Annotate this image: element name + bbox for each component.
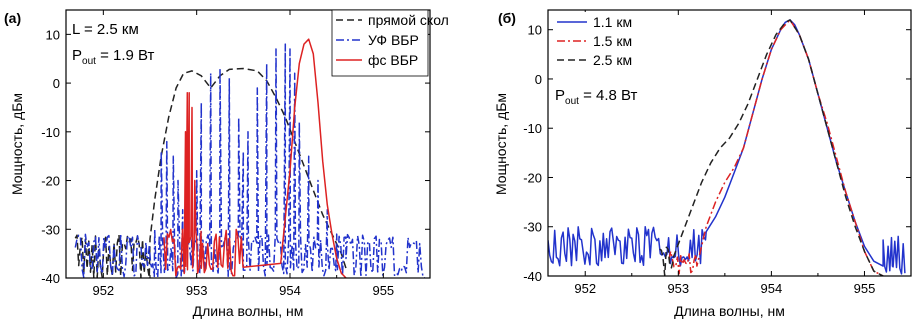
x-tick-label: 953 (186, 283, 208, 298)
panel-label: (a) (4, 10, 21, 26)
series-line-1 (74, 67, 347, 278)
plot-frame (547, 9, 912, 277)
y-tick-label: -30 (41, 222, 60, 237)
x-tick-label: 955 (372, 283, 394, 298)
x-tick-label: 952 (574, 281, 596, 296)
annotation: L = 2.5 км (72, 21, 139, 38)
y-tick-label: 0 (535, 72, 542, 87)
series-line-2 (668, 19, 884, 276)
legend-label: фс ВБР (368, 52, 418, 68)
chart-panel-b: 952 953 954 955 -40 -30 -20 -10 0 10 Длина волны, … (493, 9, 912, 319)
annotation-main: P (72, 47, 82, 64)
x-tick-label: 955 (854, 281, 876, 296)
y-tick-label: -10 (523, 121, 542, 136)
y-tick-label: -10 (41, 125, 60, 140)
x-axis-title: Длина волны, нм (674, 303, 785, 319)
series-line-3 (163, 38, 347, 278)
annotation: Pout = 4.8 Вт (555, 87, 638, 107)
annotation-subscript: out (565, 96, 579, 107)
legend-label: 1.5 км (593, 33, 632, 49)
annotation-subscript: out (82, 56, 96, 67)
y-tick-label: 10 (528, 23, 542, 38)
series-line-2 (74, 43, 426, 278)
y-tick-label: -20 (523, 170, 542, 185)
annotation-main: P (555, 87, 565, 104)
y-tick-label: 10 (46, 27, 60, 42)
x-tick-label: 954 (761, 281, 783, 296)
y-tick-label: 0 (53, 76, 60, 91)
y-tick-label: -40 (523, 269, 542, 284)
y-tick-label: -20 (41, 174, 60, 189)
annotation-main: L = 2.5 км (72, 21, 139, 38)
legend-label: 2.5 км (593, 52, 632, 68)
annotation-rest: = 1.9 Вт (96, 47, 155, 64)
panel-label: (б) (498, 10, 516, 26)
legend-label: 1.1 км (593, 14, 632, 30)
legend-label: УФ ВБР (368, 32, 419, 48)
plot-area (548, 19, 906, 276)
x-tick-label: 952 (92, 283, 114, 298)
annotation: Pout = 1.9 Вт (72, 47, 155, 67)
legend: прямой скол УФ ВБР фс ВБР (331, 9, 449, 77)
plot-area (74, 38, 426, 278)
y-tick-label: -30 (523, 220, 542, 235)
y-tick-label: -40 (41, 271, 60, 286)
x-tick-label: 954 (279, 283, 301, 298)
annotation-rest: = 4.8 Вт (579, 87, 638, 104)
chart-panel-a: 952 953 954 955 -40 -30 -20 -10 0 10 Длина волны, … (4, 9, 449, 319)
y-axis-title: Мощность, дБм (9, 93, 25, 195)
x-axis-title: Длина волны, нм (193, 303, 304, 319)
legend-box (331, 9, 429, 77)
legend: 1.1 км 1.5 км 2.5 км (553, 12, 653, 74)
x-tick-label: 953 (667, 281, 689, 296)
y-axis-title: Мощность, дБм (493, 93, 509, 195)
plot-frame (65, 9, 431, 279)
legend-label: прямой скол (368, 12, 449, 28)
